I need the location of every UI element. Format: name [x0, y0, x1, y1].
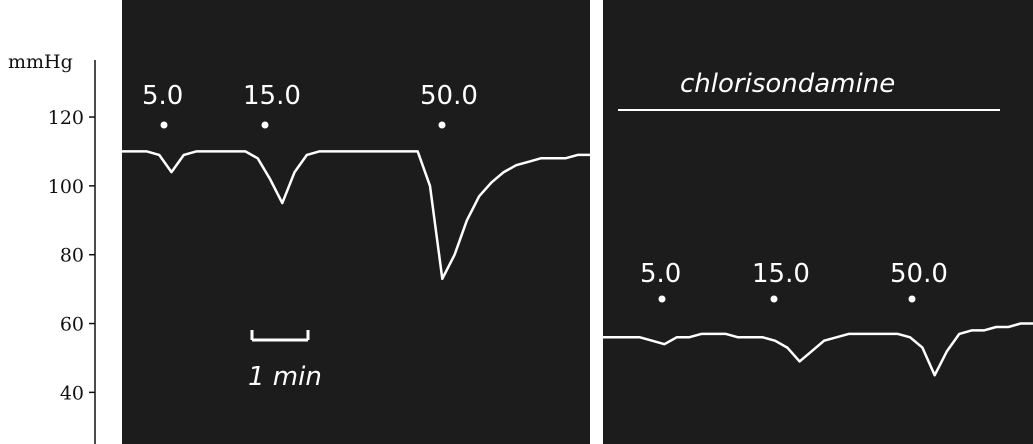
drug-label: chlorisondamine [680, 69, 895, 99]
panel-background [603, 0, 1033, 444]
y-tick-label: 40 [60, 382, 84, 404]
y-axis-label: mmHg [8, 51, 73, 73]
dose-label: 5.0 [142, 81, 183, 111]
dose-label: 15.0 [752, 259, 810, 289]
scale-label: 1 min [248, 362, 322, 392]
dose-label: 5.0 [640, 259, 681, 289]
y-tick-label: 100 [48, 176, 84, 198]
y-tick-label: 120 [48, 107, 84, 129]
dose-marker [659, 296, 666, 303]
dose-marker [439, 122, 446, 129]
dose-marker [771, 296, 778, 303]
dose-label: 50.0 [890, 259, 948, 289]
dose-marker [262, 122, 269, 129]
y-tick-label: 60 [60, 314, 84, 336]
dose-label: 50.0 [420, 81, 478, 111]
dose-marker [909, 296, 916, 303]
dose-marker [161, 122, 168, 129]
dose-label: 15.0 [243, 81, 301, 111]
chart: mmHg 1 min chlorisondamine 40 60 80 100 120 5… [0, 0, 1033, 444]
y-tick-label: 80 [60, 245, 84, 267]
panel-background [122, 0, 590, 444]
